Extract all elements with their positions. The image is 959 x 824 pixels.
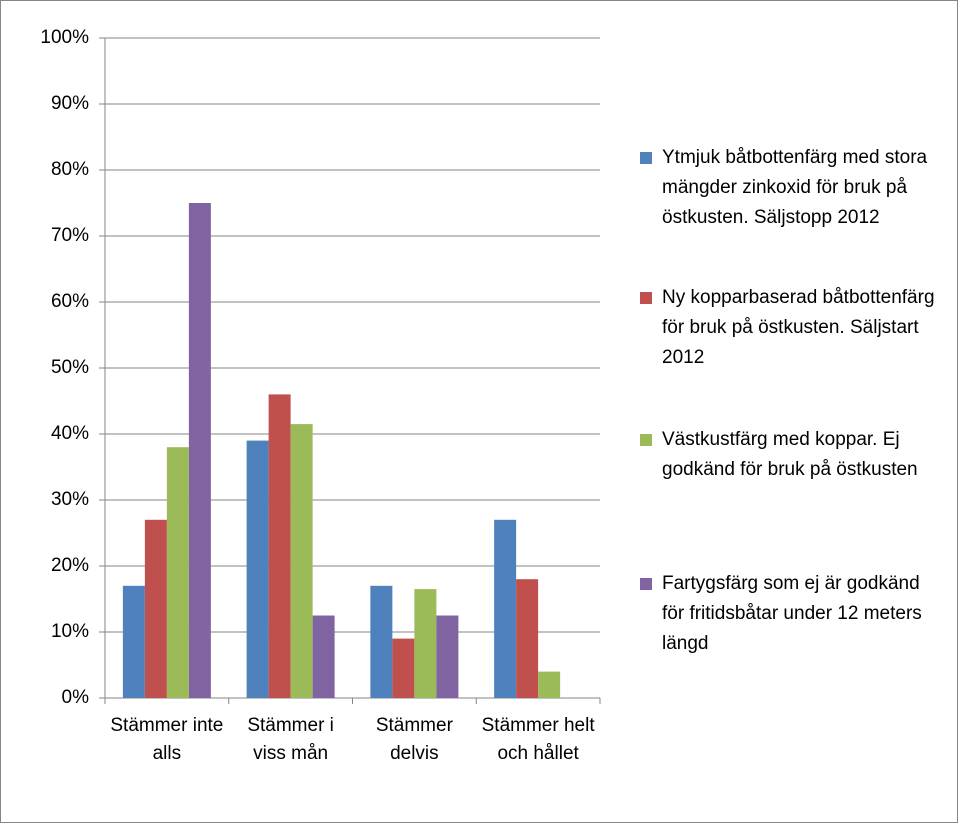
bar [290, 424, 313, 698]
bar [494, 519, 517, 698]
x-tick-label: Stämmer delvis [375, 715, 453, 764]
bar [144, 519, 167, 698]
y-tick-label: 90% [51, 93, 89, 114]
y-tick-label: 30% [51, 489, 89, 510]
legend-swatch [640, 434, 652, 446]
y-tick-label: 40% [51, 423, 89, 444]
legend-label: Ytmjuk båtbottenfärg med stora mängder z… [662, 147, 928, 228]
bar [268, 394, 291, 698]
bar [414, 589, 437, 698]
bar [312, 615, 335, 698]
legend-swatch [640, 292, 652, 304]
x-tick-label: Stämmer i viss mån [247, 715, 334, 764]
legend-label: Fartygsfärg som ej är godkänd för fritid… [662, 573, 922, 654]
y-tick-label: 80% [51, 159, 89, 180]
y-tick-label: 50% [51, 357, 89, 378]
bar [188, 203, 211, 698]
legend-label: Västkustfärg med koppar. Ej godkänd för … [662, 429, 918, 480]
bar [516, 579, 539, 698]
legend-swatch [640, 152, 652, 164]
y-tick-label: 0% [62, 687, 90, 708]
bar [392, 638, 415, 698]
legend-label: Ny kopparbaserad båtbottenfärg för bruk … [662, 287, 935, 368]
y-tick-label: 100% [40, 27, 89, 48]
bar [370, 585, 393, 698]
bar [166, 447, 189, 698]
y-tick-label: 60% [51, 291, 89, 312]
y-tick-label: 20% [51, 555, 89, 576]
legend-swatch [640, 578, 652, 590]
bar [436, 615, 459, 698]
bar [246, 440, 269, 698]
y-tick-label: 70% [51, 225, 89, 246]
x-tick-label: Stämmer helt och hållet [481, 715, 595, 764]
x-tick-label: Stämmer inte alls [110, 715, 224, 764]
bar [122, 585, 145, 698]
bar [538, 671, 561, 698]
y-tick-label: 10% [51, 621, 89, 642]
